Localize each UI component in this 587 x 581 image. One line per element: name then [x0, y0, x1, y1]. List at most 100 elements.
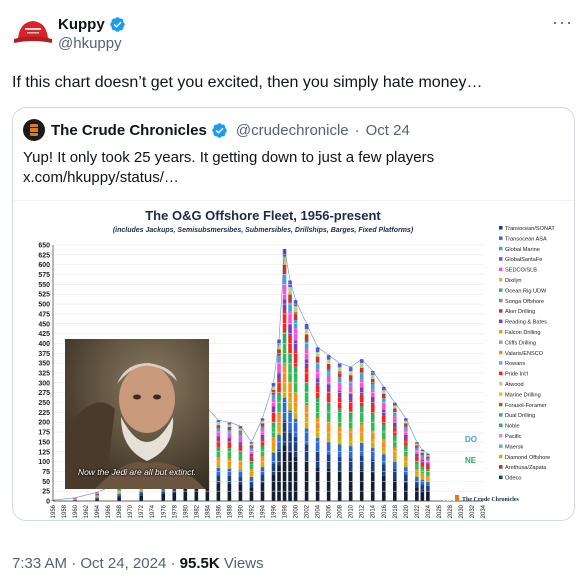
fleet-stack-segment — [282, 299, 287, 312]
fleet-stack-segment — [359, 406, 364, 414]
fleet-stack-segment — [426, 453, 430, 456]
fleet-stack-segment — [293, 306, 298, 313]
fleet-stack-segment — [260, 467, 265, 475]
quoted-header: The Crude Chronicles @crudechronicle · O… — [51, 120, 410, 140]
fleet-stack-segment — [326, 384, 331, 392]
legend-swatch — [499, 402, 503, 407]
fleet-stack-segment — [260, 434, 265, 439]
fleet-stack-segment — [277, 465, 281, 501]
legend-swatch — [499, 288, 503, 292]
fleet-stack-segment — [260, 438, 265, 446]
y-tick-label: 250 — [38, 400, 50, 407]
fleet-stack-segment — [359, 434, 364, 443]
fleet-stack-segment — [426, 458, 430, 461]
fleet-stack-segment — [249, 488, 254, 501]
fleet-stack-segment — [288, 430, 292, 453]
x-tick-label: 2008 — [338, 504, 344, 518]
x-tick-label: 1960 — [73, 504, 79, 518]
offshore-fleet-chart[interactable]: The O&G Offshore Fleet, 1956-present (inc… — [13, 200, 574, 520]
fleet-stack-segment — [426, 463, 430, 466]
fleet-stack-segment — [277, 344, 281, 350]
branding-logo — [455, 495, 459, 501]
fleet-stack-segment — [420, 452, 425, 455]
fleet-stack-segment — [420, 449, 425, 452]
fleet-stack-segment — [260, 429, 265, 435]
fleet-stack-segment — [392, 447, 397, 455]
fleet-stack-segment — [216, 457, 221, 464]
author-handle[interactable]: @hkuppy — [58, 35, 122, 52]
fleet-stack-segment — [293, 376, 298, 393]
fleet-stack-segment — [326, 355, 331, 360]
x-tick-label: 1962 — [84, 504, 90, 518]
fleet-stack-segment — [282, 344, 287, 365]
fleet-stack-segment — [260, 462, 265, 468]
author-avatar[interactable] — [12, 13, 54, 55]
fleet-stack-segment — [238, 460, 243, 466]
fleet-stack-segment — [271, 463, 276, 476]
author-display-name[interactable]: Kuppy — [58, 15, 105, 33]
fleet-stack-segment — [216, 431, 221, 437]
tweet-time[interactable]: 7:33 AM — [12, 555, 68, 572]
fleet-stack-segment — [420, 476, 425, 481]
fleet-stack-segment — [304, 428, 309, 445]
fleet-stack-segment — [426, 471, 430, 476]
fleet-stack-segment — [293, 340, 298, 351]
fleet-stack-segment — [392, 422, 397, 428]
x-tick-label: 1970 — [128, 504, 134, 518]
legend-label: Marine Drilling — [505, 392, 541, 398]
fleet-stack-segment — [326, 422, 331, 433]
fleet-stack-segment — [117, 492, 121, 494]
legend-swatch — [499, 298, 503, 303]
quoted-avatar[interactable] — [23, 119, 45, 141]
fleet-stack-segment — [238, 433, 243, 437]
fleet-stack-segment — [348, 471, 353, 501]
red-cap-avatar-icon — [12, 13, 54, 55]
fleet-stack-segment — [227, 422, 232, 425]
fleet-stack-segment — [95, 499, 99, 501]
fleet-stack-segment — [315, 378, 320, 386]
fleet-stack-segment — [304, 329, 309, 335]
quoted-handle[interactable]: @crudechronicle — [235, 121, 349, 139]
fleet-stack-segment — [420, 480, 425, 485]
quoted-date[interactable]: Oct 24 — [365, 121, 410, 139]
fleet-stack-segment — [404, 434, 408, 439]
quoted-display-name[interactable]: The Crude Chronicles — [51, 121, 207, 139]
legend-swatch — [499, 454, 503, 459]
more-options-icon[interactable]: ··· — [552, 12, 573, 32]
fleet-stack-segment — [271, 394, 276, 400]
fleet-stack-segment — [95, 494, 99, 496]
tweet-date[interactable]: Oct 24, 2024 — [80, 555, 167, 572]
fleet-stack-segment — [315, 398, 320, 406]
x-tick-label: 2020 — [404, 504, 410, 518]
fleet-stack-segment — [392, 416, 397, 423]
fleet-stack-segment — [271, 386, 276, 390]
fleet-stack-segment — [238, 441, 243, 445]
x-tick-label: 1956 — [51, 504, 57, 518]
quoted-tweet[interactable]: The Crude Chronicles @crudechronicle · O… — [12, 107, 575, 521]
quoted-link[interactable]: x.com/hkuppy/status/… — [23, 169, 179, 186]
legend-swatch — [499, 340, 503, 344]
fleet-stack-segment — [271, 427, 276, 438]
fleet-stack-segment — [271, 445, 276, 453]
legend-label: Ocean Rig UDW — [505, 288, 547, 294]
fleet-stack-segment — [404, 426, 408, 430]
fleet-stack-segment — [238, 426, 243, 429]
fleet-stack-segment — [381, 464, 386, 476]
fleet-stack-segment — [326, 410, 331, 423]
fleet-stack-segment — [227, 458, 232, 464]
view-count[interactable]: 95.5K — [179, 555, 220, 572]
legend-swatch — [499, 278, 503, 282]
fleet-stack-segment — [392, 405, 397, 409]
fleet-stack-segment — [95, 498, 99, 500]
fleet-stack-segment — [260, 426, 265, 430]
series-end-label: DO — [465, 435, 477, 444]
fleet-stack-segment — [315, 451, 320, 468]
x-tick-label: 2004 — [316, 504, 322, 518]
legend-label: Pride Int'l — [505, 372, 528, 378]
fleet-stack-segment — [260, 482, 265, 501]
fleet-stack-segment — [194, 480, 199, 501]
fleet-stack-segment — [381, 475, 386, 501]
fleet-stack-segment — [260, 474, 265, 483]
fleet-stack-segment — [227, 433, 232, 438]
fleet-stack-segment — [282, 284, 287, 300]
